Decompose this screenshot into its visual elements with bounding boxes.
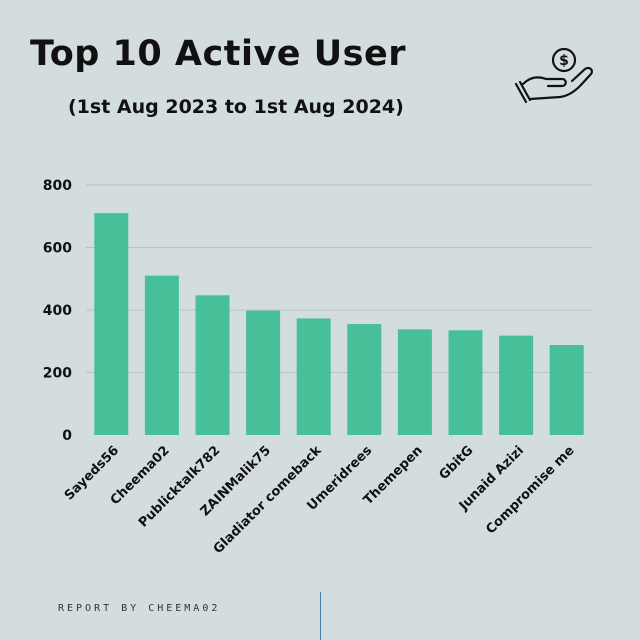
bar <box>246 310 281 435</box>
bar <box>397 329 432 435</box>
bar <box>549 345 584 435</box>
chart-subtitle: (1st Aug 2023 to 1st Aug 2024) <box>68 96 404 118</box>
bar <box>144 275 179 435</box>
chart-title: Top 10 Active User <box>30 34 406 74</box>
y-tick-label: 600 <box>43 241 72 257</box>
bar <box>347 324 382 435</box>
hand-dollar-coin-icon: $ <box>514 47 593 104</box>
y-tick-label: 400 <box>43 303 72 319</box>
footer-divider <box>320 592 321 640</box>
bar <box>94 213 129 435</box>
footer-report-label: REPORT BY CHEEMA02 <box>58 603 221 614</box>
bar <box>448 330 483 435</box>
bar <box>499 335 534 435</box>
y-tick-label: 800 <box>43 178 72 194</box>
bar <box>296 318 331 435</box>
y-tick-label: 200 <box>43 366 72 382</box>
x-tick-label: Compromise me <box>483 443 577 537</box>
svg-text:$: $ <box>559 53 569 69</box>
x-tick-label: GbitG <box>436 443 476 483</box>
y-tick-label: 0 <box>62 428 72 444</box>
bar <box>195 295 230 435</box>
